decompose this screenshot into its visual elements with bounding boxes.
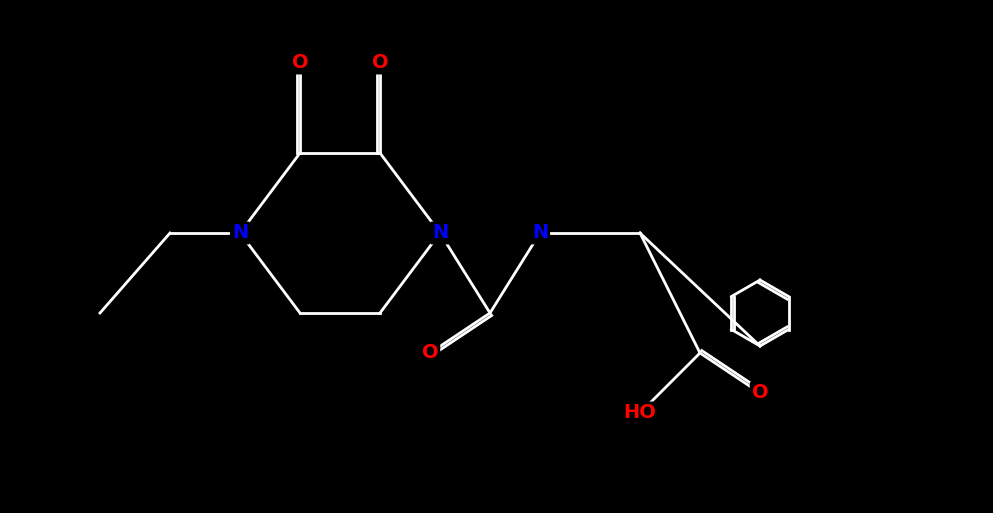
Text: N: N bbox=[232, 224, 248, 243]
Text: O: O bbox=[422, 344, 438, 363]
Text: HO: HO bbox=[624, 404, 656, 423]
Text: O: O bbox=[752, 384, 769, 403]
Text: N: N bbox=[532, 224, 548, 243]
Text: O: O bbox=[292, 53, 308, 72]
Text: O: O bbox=[371, 53, 388, 72]
Text: N: N bbox=[432, 224, 448, 243]
